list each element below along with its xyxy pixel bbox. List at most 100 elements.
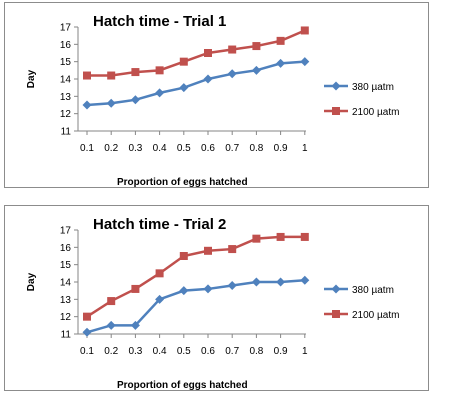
data-point-square xyxy=(204,49,212,57)
y-tick-label: 11 xyxy=(61,330,72,341)
data-point-diamond xyxy=(203,74,213,84)
legend-label: 2100 µatm xyxy=(352,107,399,118)
legend-label: 2100 µatm xyxy=(352,310,399,321)
series-line xyxy=(87,29,306,77)
y-tick-label: 14 xyxy=(60,278,72,289)
x-axis-title: Proportion of eggs hatched xyxy=(117,380,248,391)
x-tick-label: 0.7 xyxy=(225,346,239,357)
data-point-square xyxy=(252,234,261,243)
y-axis-title: Day xyxy=(26,69,37,88)
legend-marker-diamond xyxy=(331,81,341,91)
y-tick-label: 16 xyxy=(60,243,72,254)
y-tick-label: 13 xyxy=(60,92,72,103)
x-tick-label: 0.6 xyxy=(201,346,215,357)
y-axis-title: Day xyxy=(26,272,37,291)
data-point-square xyxy=(276,36,285,45)
data-point-square xyxy=(300,232,309,241)
series-2 xyxy=(83,232,309,321)
legend-label: 380 µatm xyxy=(352,285,394,296)
x-tick-label: 0.2 xyxy=(104,346,118,357)
chart-panel-trial-1: Hatch time - Trial 1 11 12 13 14 15 16 17 0.1 0.2… xyxy=(4,2,429,188)
x-tick-label: 0.3 xyxy=(128,143,142,154)
y-tick-label: 12 xyxy=(60,312,72,323)
x-tick-label: 0.9 xyxy=(274,346,288,357)
data-point-square xyxy=(228,245,237,254)
legend-label: 380 µatm xyxy=(352,82,394,93)
data-point-diamond xyxy=(179,83,189,93)
data-point-square xyxy=(228,45,237,54)
data-point-square xyxy=(179,57,188,66)
legend-marker-square xyxy=(332,107,340,115)
y-tick-label: 13 xyxy=(60,295,72,306)
x-tick-label: 0.9 xyxy=(274,143,288,154)
line-chart-trial-1: Hatch time - Trial 1 11 12 13 14 15 16 17 0.1 0.2… xyxy=(26,13,399,188)
x-tick-label: 0.8 xyxy=(249,143,263,154)
series-line xyxy=(86,279,305,334)
series-line xyxy=(86,60,305,107)
data-point-square xyxy=(276,232,285,241)
x-tick-label: 0.5 xyxy=(177,143,191,154)
chart-title: Hatch time - Trial 2 xyxy=(93,216,226,233)
data-point-diamond xyxy=(155,88,165,98)
y-tick-label: 15 xyxy=(60,57,72,68)
data-point-square xyxy=(107,297,116,306)
data-point-diamond xyxy=(276,277,286,287)
series-1 xyxy=(82,275,310,337)
legend-marker-square xyxy=(332,310,340,318)
data-point-square xyxy=(179,252,188,260)
data-point-square xyxy=(83,312,91,321)
x-tick-label: 0.3 xyxy=(128,346,142,357)
series-1 xyxy=(82,57,310,110)
x-tick-label: 1 xyxy=(302,346,308,357)
data-point-diamond xyxy=(251,277,261,287)
chart-panel-trial-2: Hatch time - Trial 2 11 12 13 14 15 16 17 0.1 0.2… xyxy=(4,205,429,391)
data-point-diamond xyxy=(155,294,165,304)
data-point-diamond xyxy=(82,327,92,337)
data-point-diamond xyxy=(130,95,140,105)
data-point-square xyxy=(155,66,164,75)
chart-title: Hatch time - Trial 1 xyxy=(93,13,226,30)
x-tick-label: 0.7 xyxy=(225,143,239,154)
data-point-diamond xyxy=(106,320,116,330)
data-point-diamond xyxy=(130,320,140,330)
data-point-square xyxy=(204,246,212,255)
series-2 xyxy=(83,26,309,80)
y-tick-label: 12 xyxy=(60,109,72,120)
x-tick-label: 0.5 xyxy=(177,346,191,357)
data-point-square xyxy=(131,284,140,293)
data-point-diamond xyxy=(227,69,237,79)
y-tick-label: 14 xyxy=(60,75,72,86)
data-point-square xyxy=(300,26,309,35)
data-point-diamond xyxy=(251,65,261,75)
data-point-diamond xyxy=(106,98,116,108)
x-tick-label: 0.6 xyxy=(201,143,215,154)
data-point-diamond xyxy=(300,57,310,67)
line-chart-trial-2: Hatch time - Trial 2 11 12 13 14 15 16 17 0.1 0.2… xyxy=(26,216,399,391)
data-point-diamond xyxy=(227,280,237,290)
data-point-square xyxy=(155,269,164,278)
data-point-square xyxy=(131,68,140,77)
x-tick-label: 0.8 xyxy=(249,346,263,357)
data-point-square xyxy=(107,71,116,80)
y-tick-label: 15 xyxy=(60,260,72,271)
x-tick-label: 0.1 xyxy=(80,346,94,357)
data-point-diamond xyxy=(82,100,92,110)
y-tick-label: 17 xyxy=(60,23,72,34)
x-tick-label: 0.1 xyxy=(80,143,94,154)
series-line xyxy=(86,235,305,318)
data-point-diamond xyxy=(276,58,286,68)
x-axis-title: Proportion of eggs hatched xyxy=(117,177,248,188)
legend-marker-diamond xyxy=(331,284,341,294)
data-point-square xyxy=(83,71,91,80)
x-tick-label: 1 xyxy=(302,143,308,154)
data-point-diamond xyxy=(179,286,189,296)
y-tick-label: 17 xyxy=(60,226,72,237)
x-tick-label: 0.4 xyxy=(153,143,167,154)
x-tick-label: 0.4 xyxy=(153,346,167,357)
data-point-square xyxy=(252,42,261,51)
x-tick-label: 0.2 xyxy=(104,143,118,154)
y-tick-label: 11 xyxy=(61,127,72,138)
data-point-diamond xyxy=(300,275,310,285)
y-tick-label: 16 xyxy=(60,40,72,51)
data-point-diamond xyxy=(203,284,213,294)
